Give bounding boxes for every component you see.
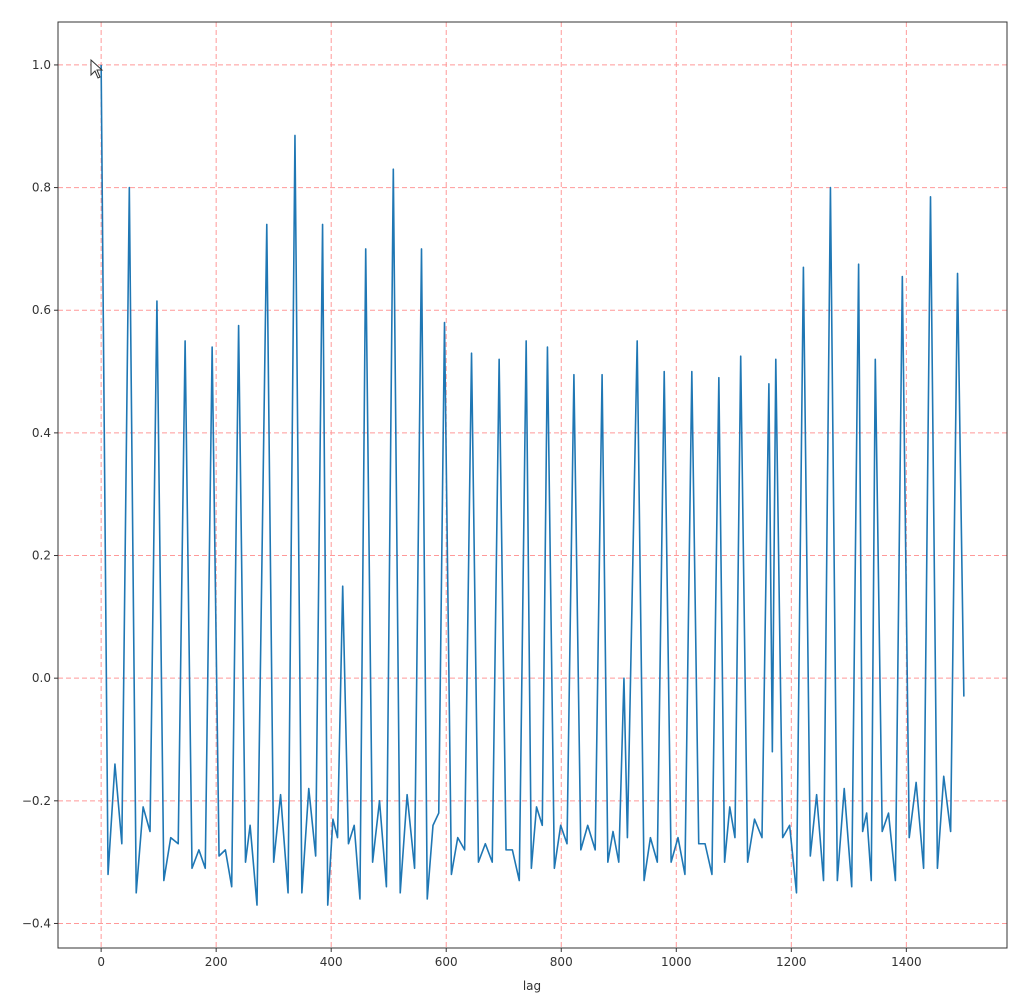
y-tick-label: 0.8 bbox=[32, 181, 51, 195]
x-tick-label: 1200 bbox=[776, 955, 807, 969]
y-tick-label: 0.0 bbox=[32, 671, 51, 685]
x-tick-label: 600 bbox=[435, 955, 458, 969]
x-tick-label: 1400 bbox=[891, 955, 922, 969]
line-series bbox=[100, 64, 965, 906]
y-tick-label: −0.4 bbox=[22, 916, 51, 930]
cursor-icon bbox=[90, 58, 104, 79]
y-tick-label: 0.4 bbox=[32, 426, 51, 440]
x-axis-label: lag bbox=[523, 979, 541, 993]
x-tick-label: 200 bbox=[205, 955, 228, 969]
x-tick-label: 1000 bbox=[661, 955, 692, 969]
y-tick-label: 1.0 bbox=[32, 58, 51, 72]
plot-frame bbox=[57, 21, 1008, 949]
x-tick-label: 0 bbox=[97, 955, 105, 969]
y-tick-label: −0.2 bbox=[22, 794, 51, 808]
x-tick-label: 400 bbox=[320, 955, 343, 969]
y-tick-label: 0.6 bbox=[32, 303, 51, 317]
x-tick-label: 800 bbox=[550, 955, 573, 969]
y-tick-label: 0.2 bbox=[32, 549, 51, 563]
